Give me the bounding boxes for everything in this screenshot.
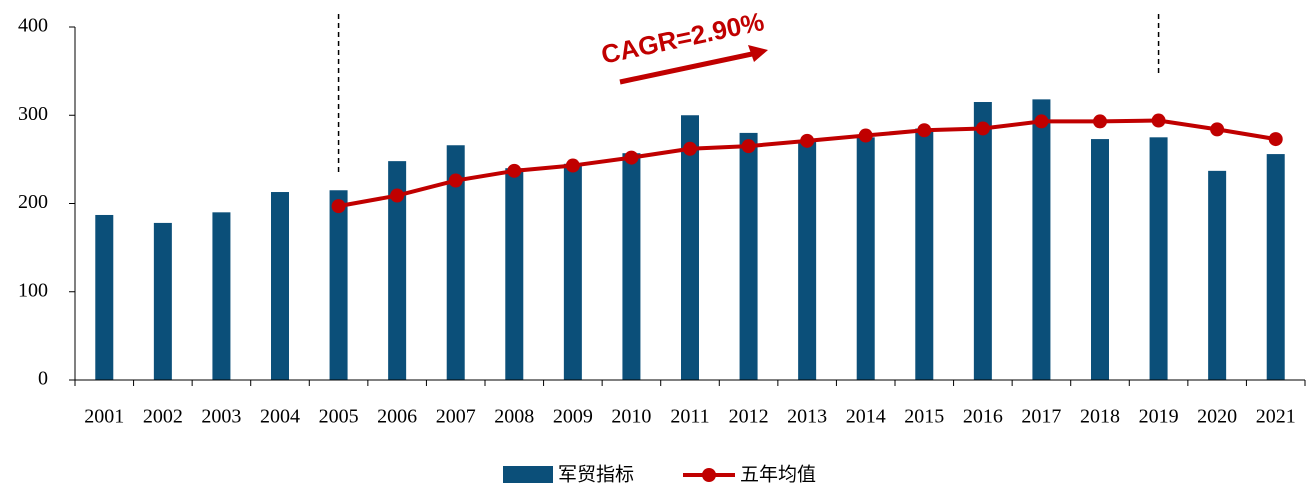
x-tick-label: 2008	[494, 406, 534, 428]
point	[390, 188, 405, 203]
x-tick-label: 2006	[377, 406, 417, 428]
point	[565, 158, 580, 173]
x-tick-label: 2004	[260, 406, 300, 428]
legend-point	[702, 468, 716, 482]
bar	[563, 163, 582, 380]
point	[683, 141, 697, 156]
x-tick-label: 2016	[963, 406, 1003, 428]
point	[741, 139, 756, 154]
point	[1151, 113, 1166, 128]
point	[1093, 114, 1107, 129]
annotation: CAGR=2.90%	[599, 6, 767, 70]
x-tick-label: 2011	[670, 406, 709, 428]
y-tick-label: 400	[18, 15, 48, 37]
x-tick-label: 2002	[143, 406, 183, 428]
y-tick-label: 200	[18, 191, 48, 213]
point	[507, 163, 522, 178]
legend-label: 五年均值	[740, 464, 816, 486]
bar	[446, 145, 465, 380]
bar	[388, 161, 407, 380]
bar	[973, 102, 992, 380]
bar	[271, 192, 289, 380]
y-tick-label: 0	[38, 368, 48, 390]
x-tick-label: 2005	[319, 406, 359, 428]
x-tick-label: 2014	[846, 406, 886, 428]
bar	[739, 132, 758, 380]
bar	[856, 137, 875, 380]
point	[1034, 114, 1049, 129]
point	[1268, 132, 1283, 147]
bar	[681, 115, 699, 380]
x-tick-label: 2021	[1256, 406, 1296, 428]
bar	[1091, 139, 1109, 380]
bar	[1208, 170, 1227, 380]
bar	[1266, 154, 1285, 380]
point	[858, 128, 873, 143]
bar	[798, 139, 817, 380]
x-tick-label: 2019	[1139, 406, 1179, 428]
y-tick-label: 300	[18, 103, 48, 125]
y-tick-label: 100	[18, 279, 48, 301]
bar	[153, 222, 172, 380]
x-tick-label: 2001	[84, 406, 124, 428]
point	[975, 121, 990, 136]
annotation-group: CAGR=2.90%	[599, 6, 767, 70]
legend-swatch	[503, 466, 553, 483]
legend-label: 军贸指标	[558, 464, 634, 486]
point	[1210, 122, 1225, 137]
bar	[329, 190, 348, 380]
annotation-arrow	[619, 51, 753, 85]
x-tick-label: 2013	[787, 406, 827, 428]
x-tick-label: 2009	[553, 406, 593, 428]
bar	[915, 128, 934, 380]
bar	[1149, 137, 1168, 380]
x-tick-label: 2020	[1197, 406, 1237, 428]
annotation-arrowhead	[748, 45, 768, 62]
point	[917, 123, 932, 138]
point	[624, 150, 639, 165]
x-tick-label: 2015	[904, 406, 944, 428]
bar	[212, 212, 231, 380]
point	[448, 173, 463, 188]
bar	[622, 153, 641, 380]
x-tick-label: 2018	[1080, 406, 1120, 428]
x-tick-label: 2003	[201, 406, 241, 428]
point	[331, 199, 346, 214]
x-tick-label: 2010	[611, 406, 651, 428]
x-tick-label: 2012	[729, 406, 769, 428]
bar	[505, 168, 524, 380]
x-tick-label: 2017	[1021, 406, 1061, 428]
bar	[95, 214, 114, 380]
x-tick-label: 2007	[436, 406, 476, 428]
point	[800, 133, 815, 148]
bar	[1032, 99, 1051, 381]
